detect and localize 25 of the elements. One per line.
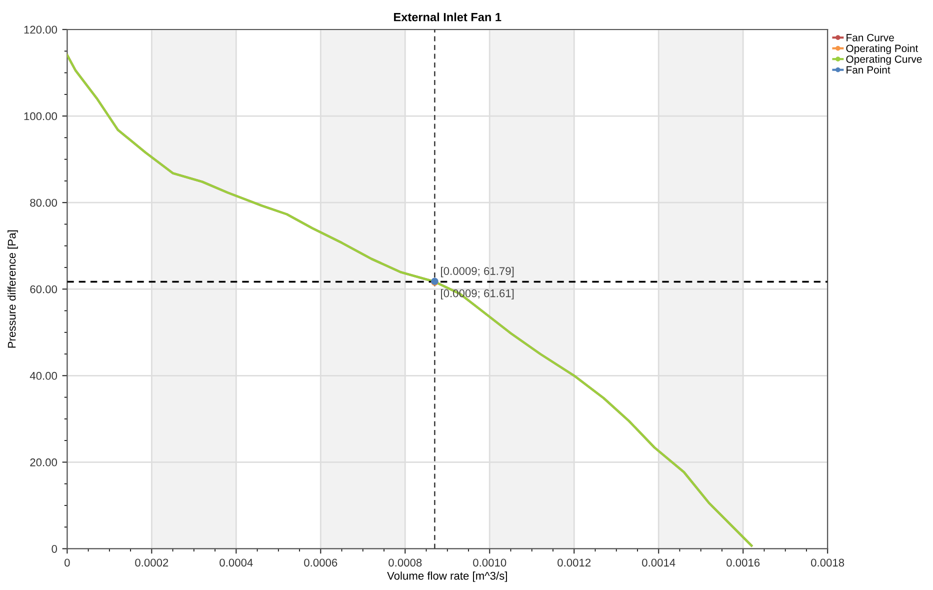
x-tick-label: 0.0018 — [811, 558, 844, 567]
legend-label: Fan Point — [846, 66, 890, 74]
y-tick-label: 60.00 — [30, 285, 58, 294]
legend-label: Fan Curve — [846, 34, 894, 42]
legend-label: Operating Point — [846, 44, 918, 54]
x-tick-label: 0.0004 — [220, 558, 253, 567]
y-tick-label: 120.00 — [24, 26, 58, 34]
y-tick-label: 40.00 — [30, 372, 58, 380]
x-tick-label: 0.0006 — [304, 558, 338, 567]
annotation: [0.0009; 61.79] — [441, 266, 514, 278]
x-tick-label: 0.0002 — [135, 558, 168, 567]
x-tick-label: 0.0016 — [726, 558, 760, 567]
x-tick-label: 0.0010 — [473, 558, 506, 567]
x-tick-label: 0.0014 — [642, 558, 676, 567]
chart-title: External Inlet Fan 1 — [394, 12, 502, 22]
x-tick-label: 0.0012 — [558, 558, 591, 567]
y-tick-label: 80.00 — [30, 198, 58, 207]
y-tick-label: 100.00 — [24, 112, 58, 120]
y-tick-label: 0 — [52, 544, 58, 553]
x-axis-title: Volume flow rate [m^3/s] — [387, 572, 507, 582]
x-tick-label: 0.0008 — [388, 558, 422, 567]
y-axis-title: Pressure difference [Pa] — [8, 230, 18, 348]
y-tick-label: 20.00 — [30, 458, 58, 466]
x-tick-label: 0 — [64, 558, 70, 567]
legend-label: Operating Curve — [846, 55, 922, 65]
